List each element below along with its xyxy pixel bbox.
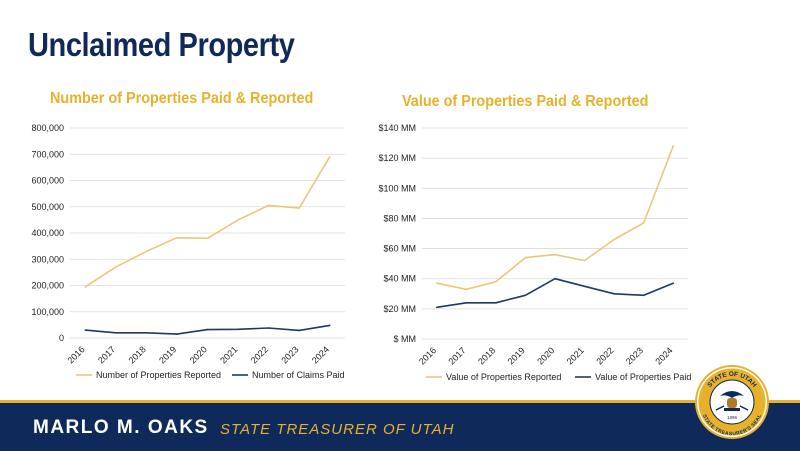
y-tick-label: 600,000 — [31, 176, 64, 186]
data-point — [237, 328, 239, 331]
data-point — [206, 328, 209, 331]
x-tick-label: 2016 — [65, 344, 86, 365]
data-point — [495, 302, 497, 304]
x-tick-label: 2019 — [506, 345, 527, 366]
y-tick-label: 500,000 — [31, 202, 64, 212]
treasurer-role: STATE TREASURER OF UTAH — [220, 421, 455, 438]
data-point — [642, 294, 645, 297]
y-tick-label: $100 MM — [378, 183, 416, 193]
series-line — [436, 277, 674, 309]
data-point — [328, 324, 331, 327]
x-tick-label: 2020 — [188, 344, 209, 365]
x-tick-label: 2017 — [447, 345, 468, 366]
data-point — [145, 331, 148, 334]
legend-label: Value of Properties Paid — [595, 372, 691, 382]
y-tick-label: 300,000 — [31, 254, 64, 264]
y-tick-label: $ MM — [394, 334, 417, 344]
y-tick-label: 200,000 — [31, 281, 64, 291]
x-tick-label: 2022 — [594, 345, 615, 366]
data-point — [145, 250, 148, 253]
chart-1-title: Number of Properties Paid & Reported — [50, 90, 314, 107]
properties-value-chart: $ MM $20 MM $40 MM $60 MM $80 MM $100 MM $120 … — [378, 123, 691, 382]
y-tick-label: $20 MM — [383, 304, 416, 314]
y-tick-label: 400,000 — [31, 228, 64, 238]
data-point — [672, 145, 675, 147]
data-point — [465, 288, 468, 291]
y-tick-label: $80 MM — [383, 213, 416, 223]
data-point — [84, 286, 87, 288]
page-title: Unclaimed Property — [28, 26, 295, 63]
data-point — [298, 207, 300, 209]
x-tick-label: 2018 — [476, 345, 497, 366]
x-tick-label: 2021 — [565, 345, 586, 366]
x-tick-label: 2019 — [157, 344, 178, 365]
properties-count-chart: 0 100,000 200,000 300,000 400,000 500,000 600,… — [31, 123, 345, 380]
y-tick-label: $140 MM — [378, 123, 416, 133]
series-line — [436, 145, 674, 291]
data-point — [267, 327, 270, 329]
legend-label: Number of Claims Paid — [252, 370, 345, 380]
x-tick-label: 2018 — [127, 344, 148, 365]
x-tick-label: 2024 — [310, 344, 331, 365]
data-point — [115, 266, 117, 268]
y-tick-label: 800,000 — [31, 123, 64, 133]
data-point — [613, 238, 615, 241]
x-tick-label: 2017 — [96, 344, 117, 365]
data-point — [206, 237, 209, 240]
x-tick-label: 2024 — [653, 345, 674, 366]
y-tick-label: 0 — [59, 333, 64, 343]
y-tick-label: 700,000 — [31, 149, 64, 159]
data-point — [554, 253, 556, 256]
data-point — [435, 306, 438, 309]
data-point — [328, 156, 331, 158]
data-point — [298, 329, 300, 332]
x-tick-label: 2016 — [417, 345, 438, 366]
y-tick-label: $60 MM — [383, 244, 416, 254]
data-point — [524, 256, 527, 259]
x-tick-label: 2020 — [535, 345, 556, 366]
data-point — [267, 204, 270, 207]
treasurer-name: MARLO M. OAKS — [33, 417, 209, 438]
data-point — [176, 333, 178, 335]
x-tick-label: 2023 — [624, 345, 645, 366]
x-tick-label: 2021 — [218, 344, 239, 365]
seal-year: 1896 — [727, 415, 738, 420]
y-tick-label: $120 MM — [378, 153, 416, 163]
data-point — [495, 280, 497, 283]
data-point — [115, 331, 117, 334]
state-treasurer-seal-icon: STATE OF UTAH STATE TREASURER'S SEAL 189… — [695, 365, 769, 439]
x-tick-label: 2023 — [279, 344, 300, 365]
data-point — [176, 236, 178, 239]
footer-bar: MARLO M. OAKS STATE TREASURER OF UTAH — [0, 400, 800, 451]
series-line — [84, 156, 331, 288]
data-point — [672, 282, 675, 285]
data-point — [642, 222, 645, 224]
data-point — [84, 329, 87, 331]
data-point — [583, 285, 586, 288]
data-point — [583, 259, 586, 262]
legend-label: Value of Properties Reported — [446, 372, 561, 382]
y-tick-label: 100,000 — [31, 307, 64, 317]
x-tick-label: 2022 — [249, 344, 270, 365]
y-tick-label: $40 MM — [383, 274, 416, 284]
data-point — [554, 277, 556, 280]
data-point — [613, 292, 615, 295]
data-point — [435, 282, 438, 285]
chart-2-title: Value of Properties Paid & Reported — [402, 93, 649, 110]
data-point — [237, 219, 239, 221]
legend-label: Number of Properties Reported — [96, 370, 221, 380]
data-point — [465, 302, 468, 304]
data-point — [524, 294, 527, 297]
